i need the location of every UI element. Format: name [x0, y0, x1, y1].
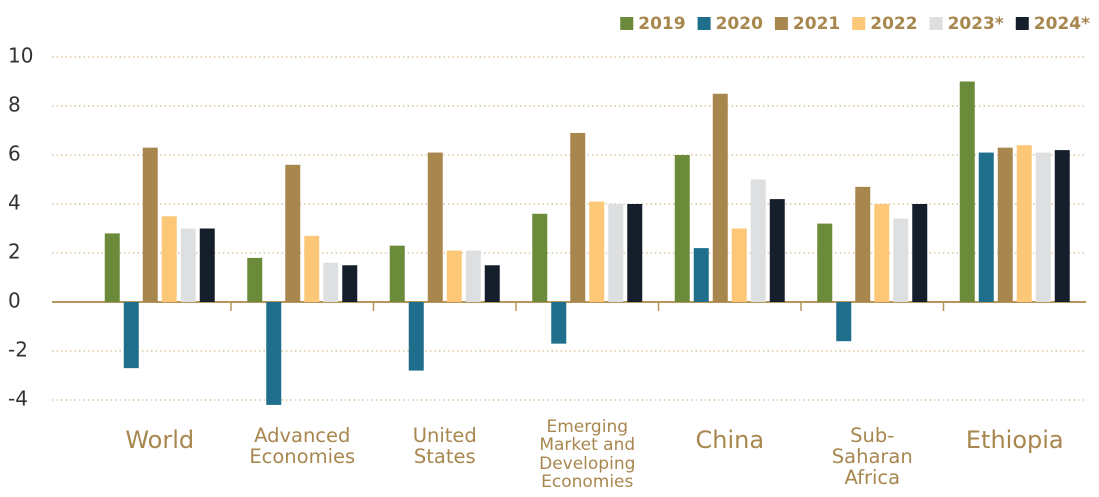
x-tick-label: United States [412, 424, 477, 469]
y-tick-label: 2 [8, 240, 21, 264]
bar [674, 155, 690, 302]
bar [408, 302, 424, 371]
bar [997, 147, 1013, 302]
bar [285, 164, 301, 302]
bar [874, 204, 890, 302]
y-tick-label: 8 [8, 93, 21, 117]
legend-swatch [620, 17, 634, 30]
legend-swatch [697, 17, 711, 30]
bar [712, 93, 728, 302]
y-tick-label: -4 [8, 387, 28, 411]
x-tick-label: Sub-Saharan Africa [831, 424, 913, 490]
bar [266, 302, 282, 405]
bar [912, 204, 928, 302]
bar [465, 250, 481, 302]
y-tick-label: 10 [8, 44, 33, 68]
bar [1016, 145, 1032, 302]
legend-swatch [774, 17, 788, 30]
legend-label: 2023* [948, 14, 1004, 34]
legend-swatch [852, 17, 866, 30]
bar [304, 235, 320, 302]
bar [693, 248, 709, 302]
bar [446, 250, 462, 302]
x-tick-label: China [695, 426, 765, 454]
bar [104, 233, 120, 302]
bar [817, 223, 833, 302]
y-tick-label: 4 [8, 191, 21, 215]
x-tick-label: World [125, 426, 195, 454]
x-tick-label: Ethiopia [965, 426, 1064, 454]
x-tick-label: Advanced Economies [249, 424, 356, 469]
legend-swatch [929, 17, 943, 30]
bar [1035, 152, 1051, 302]
bar [836, 302, 852, 342]
bar [427, 152, 443, 302]
bar [161, 216, 177, 302]
bar [893, 218, 909, 302]
bar [627, 204, 643, 302]
bar [199, 228, 215, 302]
bar [551, 302, 567, 344]
bar [484, 265, 500, 302]
legend-label: 2024* [1034, 14, 1090, 34]
bar [731, 228, 747, 302]
bar [342, 265, 358, 302]
x-tick-label: Emerging Market and Developing Economies [539, 417, 636, 493]
bar [247, 257, 263, 302]
bar [978, 152, 994, 302]
bar [123, 302, 139, 369]
legend-label: 2019 [638, 14, 685, 34]
bar [1054, 150, 1070, 302]
bar [959, 81, 975, 302]
bar [180, 228, 196, 302]
legend-label: 2020 [716, 14, 763, 34]
bar [769, 199, 785, 302]
bar [389, 245, 405, 302]
bar [589, 201, 605, 302]
y-tick-label: -2 [8, 338, 28, 362]
bar [750, 179, 766, 302]
bar [855, 186, 871, 302]
bar [532, 213, 548, 302]
bar [608, 204, 624, 302]
bar [142, 147, 158, 302]
bar [323, 262, 339, 302]
bar [570, 132, 586, 302]
legend-label: 2022 [870, 14, 917, 34]
legend-swatch [1015, 17, 1029, 30]
y-tick-label: 0 [8, 289, 21, 313]
y-tick-label: 6 [8, 142, 21, 166]
legend-label: 2021 [793, 14, 840, 34]
